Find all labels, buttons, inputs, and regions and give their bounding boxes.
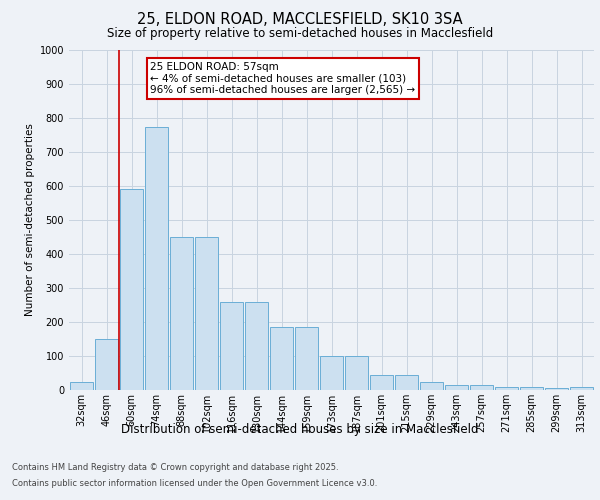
Y-axis label: Number of semi-detached properties: Number of semi-detached properties: [25, 124, 35, 316]
Text: Contains HM Land Registry data © Crown copyright and database right 2025.: Contains HM Land Registry data © Crown c…: [12, 464, 338, 472]
Bar: [145, 126, 169, 390]
Bar: [520, 386, 544, 390]
Text: 25, ELDON ROAD, MACCLESFIELD, SK10 3SA: 25, ELDON ROAD, MACCLESFIELD, SK10 3SA: [137, 12, 463, 28]
Bar: [545, 388, 568, 390]
Bar: [119, 190, 143, 390]
Bar: [470, 385, 493, 390]
Bar: [194, 237, 218, 390]
Bar: [344, 356, 368, 390]
Bar: [569, 386, 593, 390]
Bar: [220, 302, 244, 390]
Text: Distribution of semi-detached houses by size in Macclesfield: Distribution of semi-detached houses by …: [121, 422, 479, 436]
Text: 25 ELDON ROAD: 57sqm
← 4% of semi-detached houses are smaller (103)
96% of semi-: 25 ELDON ROAD: 57sqm ← 4% of semi-detach…: [151, 62, 415, 95]
Bar: [320, 356, 343, 390]
Bar: [419, 382, 443, 390]
Bar: [245, 302, 268, 390]
Bar: [295, 327, 319, 390]
Text: Size of property relative to semi-detached houses in Macclesfield: Size of property relative to semi-detach…: [107, 28, 493, 40]
Bar: [269, 327, 293, 390]
Bar: [170, 237, 193, 390]
Bar: [494, 386, 518, 390]
Bar: [95, 339, 118, 390]
Bar: [70, 382, 94, 390]
Bar: [445, 385, 469, 390]
Bar: [370, 374, 394, 390]
Text: Contains public sector information licensed under the Open Government Licence v3: Contains public sector information licen…: [12, 478, 377, 488]
Bar: [395, 374, 418, 390]
